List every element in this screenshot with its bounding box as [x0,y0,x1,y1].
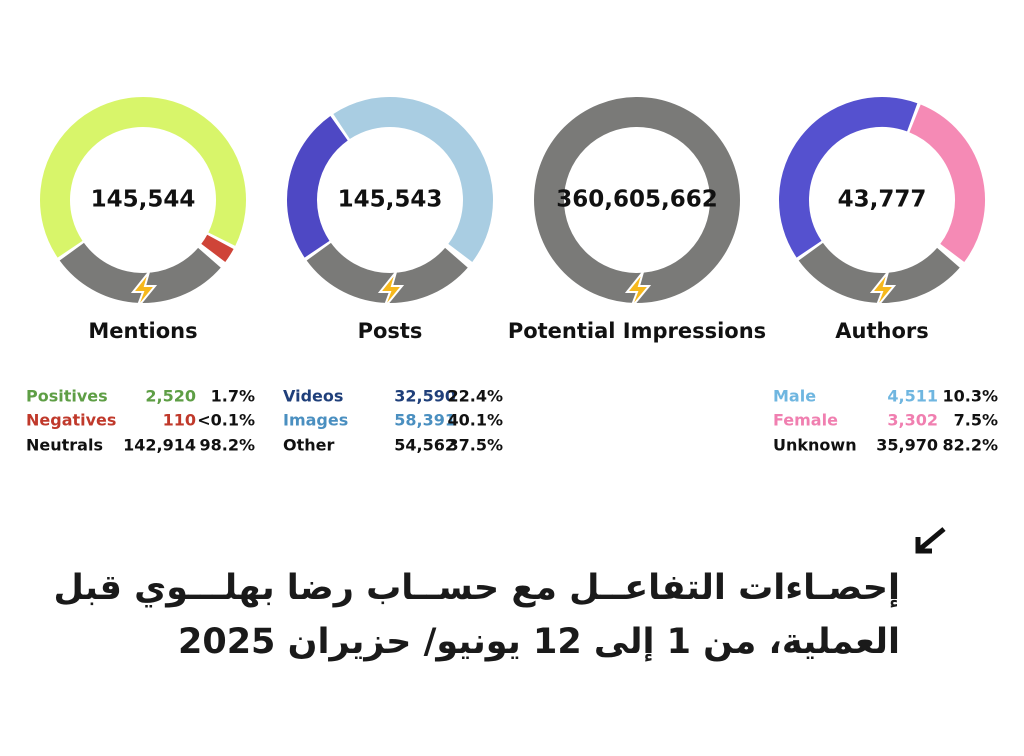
legend-value: 58,391 [394,411,456,430]
bolt-icon [377,271,405,309]
legend-share: 40.1% [447,411,503,430]
center-value: 360,605,662 [556,187,718,213]
legend-value: 35,970 [876,436,938,455]
legend-value: 32,590 [394,387,456,406]
legend-share: 1.7% [211,387,255,406]
legend-share: <0.1% [197,411,255,430]
chart-title: Authors [835,319,928,343]
legend-share: 10.3% [942,387,998,406]
legend-label: Positives [26,387,108,406]
charts: 145,544 Mentions Positives 2,520 1.7% Negativ… [26,97,998,455]
legend-value: 54,562 [394,436,456,455]
legend-share: 82.2% [942,436,998,455]
arrow-icon [915,527,946,554]
legend-label: Female [773,411,838,430]
caption-line: العملية، من 1 إلى 12 يونيو/ حزيران 2025 [178,622,900,662]
legend-label: Male [773,387,816,406]
chart-title: Potential Impressions [508,319,766,343]
caption-line: إحصـاءات التفاعــل مع حســاب رضا بهلـــو… [53,568,900,608]
ring-segment [779,97,918,258]
legend-share: 22.4% [447,387,503,406]
ring-segment [287,116,349,258]
center-value: 43,777 [838,187,927,213]
legend-value: 4,511 [887,387,938,406]
legend-value: 2,520 [145,387,196,406]
chart-title: Mentions [88,319,197,343]
legend-value: 142,914 [123,436,196,455]
legend-share: 37.5% [447,436,503,455]
ring-segment [40,97,246,258]
bolt-icon [869,271,897,309]
legend-label: Videos [283,387,343,406]
legend-share: 7.5% [954,411,998,430]
legend-label: Negatives [26,411,116,430]
legend-label: Unknown [773,436,857,455]
chart-title: Posts [358,319,423,343]
legend-value: 3,302 [887,411,938,430]
ring-segment [201,234,234,262]
legend-value: 110 [163,411,196,430]
center-value: 145,543 [338,187,443,213]
bolt-icon [130,271,158,309]
bolt-icon [624,271,652,309]
legend-label: Images [283,411,348,430]
legend-label: Neutrals [26,436,103,455]
ring-segment [333,97,493,262]
legend-share: 98.2% [199,436,255,455]
center-value: 145,544 [91,187,196,213]
legend-label: Other [283,436,334,455]
ring-segment [908,104,985,262]
